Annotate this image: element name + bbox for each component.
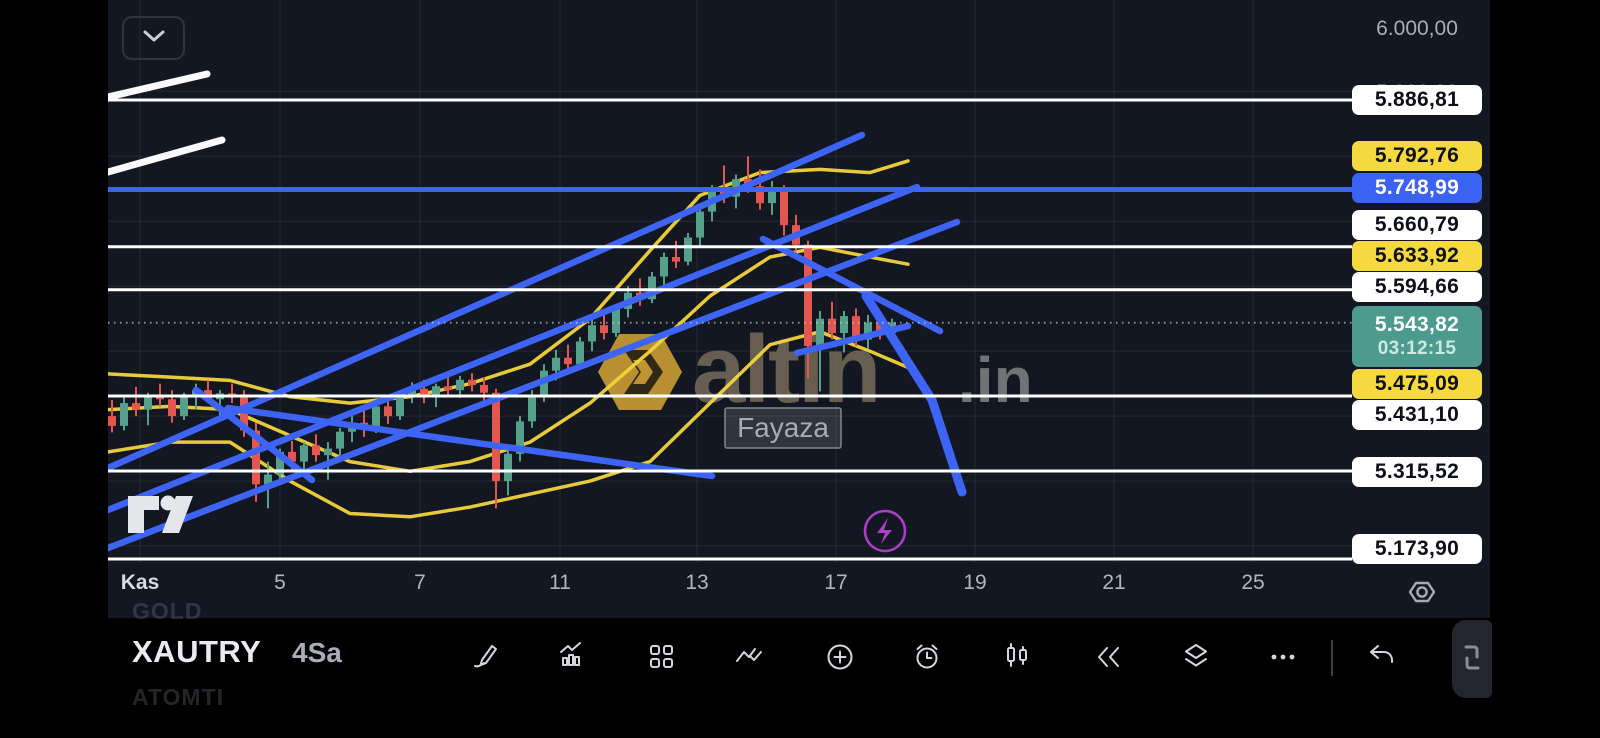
exit-fullscreen-button[interactable] [1452,620,1492,698]
white-trendline [108,70,211,101]
lightning-icon[interactable] [863,509,907,553]
price-axis-label: 5.748,99 [1352,173,1482,203]
current-price-value: 5.543,82 [1374,312,1460,336]
price-axis-label: 5.173,90 [1352,534,1482,564]
chart-settings-button[interactable] [1404,574,1440,610]
price-axis-label: 5.633,92 [1352,241,1482,271]
time-axis-tick: 5 [274,571,286,594]
indicators-icon[interactable] [555,639,591,675]
svg-text:.in: .in [958,344,1033,416]
draw-icon[interactable] [469,639,505,675]
collapse-corners-icon [1457,635,1487,684]
objects-icon[interactable] [1178,639,1214,675]
price-level-value: 5.660,79 [1374,213,1460,236]
layouts-icon[interactable] [644,639,680,675]
price-level-value: 5.594,66 [1374,275,1460,298]
price-axis-label: 5.594,66 [1352,272,1482,302]
gear-icon [1404,581,1440,614]
price-axis-label: 5.431,10 [1352,400,1482,430]
bollinger-upper [108,159,910,405]
price-level-value: 5.173,90 [1374,537,1460,560]
alert-icon[interactable] [909,639,945,675]
price-axis-label: 5.886,81 [1352,85,1482,115]
gridlines [108,0,1352,562]
price-axis-label: 5.792,76 [1352,141,1482,171]
blue-trendline [759,235,944,335]
add-icon[interactable] [822,639,858,675]
tradingview-logo [128,495,193,533]
horizontal-price-lines[interactable] [108,98,1352,561]
interval-button[interactable]: 4Sa [292,637,342,668]
time-axis-tick: 17 [824,571,848,594]
time-axis-tick: 11 [549,571,571,594]
price-axis-label: 5.543,82 03:12:15 [1352,305,1482,367]
watchlist-ghost-item-below: ATOMTI [132,684,225,710]
blue-projection-arrow [861,291,967,497]
price-level-value: 5.431,10 [1374,403,1460,426]
time-axis-tick: 21 [1102,571,1126,594]
bollinger-middle [108,245,910,474]
price-axis-label: 5.315,52 [1352,457,1482,487]
symbol-button[interactable]: XAUTRY [132,634,262,669]
blue-trendline [108,218,961,552]
more-icon[interactable] [1265,639,1301,675]
price-level-value: 5.886,81 [1374,88,1460,111]
chart-canvas-background [108,0,1490,618]
price-level-value: 5.475,09 [1374,372,1460,395]
time-axis-tick: 19 [963,571,987,594]
patterns-icon[interactable] [732,639,768,675]
price-axis-scale-label: 6.000,00 [1376,17,1458,40]
watchlist-ghost-item-above: GOLD [132,598,203,624]
time-axis-tick: Kas [120,571,160,594]
replay-icon[interactable] [1091,639,1127,675]
price-axis-label: 5.660,79 [1352,210,1482,240]
undo-icon[interactable] [1364,639,1400,675]
price-level-value: 5.792,76 [1374,144,1460,167]
white-trendline [108,136,226,176]
toolbar-divider [1331,640,1333,676]
price-level-value: 5.315,52 [1374,460,1460,483]
altin-watermark: altin .in [598,316,1033,423]
time-axis-tick: 25 [1241,571,1265,594]
blue-trendline [224,404,716,480]
bar-countdown: 03:12:15 [1377,338,1457,360]
price-axis-label: 5.475,09 [1352,369,1482,399]
blue-trendline [192,386,316,484]
price-level-value: 5.633,92 [1374,244,1460,267]
svg-text:Fayaza: Fayaza [737,412,829,443]
price-level-value: 5.748,99 [1374,176,1460,199]
author-label[interactable]: Fayaza [724,407,842,449]
trend-drawings[interactable] [108,70,967,552]
plot-area: altin .in [108,0,1352,562]
chevron-down-icon [141,27,167,50]
svg-text:altin: altin [692,316,879,423]
chart-type-icon[interactable] [999,639,1035,675]
time-axis-tick: 13 [685,571,709,594]
collapse-panel-button[interactable] [122,16,185,60]
time-axis-tick: 7 [414,571,426,594]
blue-trendline [108,183,921,514]
